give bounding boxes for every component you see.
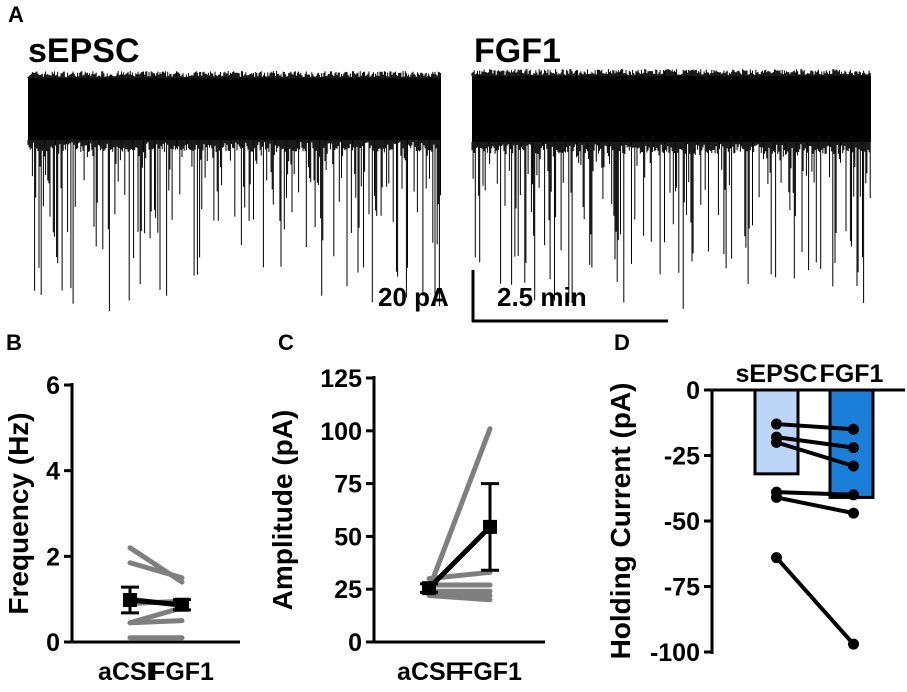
scale-bar-current-label: 20 pA	[378, 282, 449, 312]
panel-label-a: A	[8, 2, 24, 27]
fgf1-trace	[471, 69, 871, 309]
trace-events	[471, 142, 871, 309]
trace-noise-band	[28, 78, 441, 140]
paired-point	[848, 423, 859, 435]
individual-line	[127, 560, 185, 581]
paired-point	[771, 418, 782, 430]
y-tick-label: -25	[664, 443, 700, 471]
x-tick-label-fgf1: FGF1	[150, 658, 214, 686]
y-tick-label: 0	[46, 629, 60, 657]
y-tick-label: 25	[334, 576, 362, 604]
paired-line	[776, 422, 854, 432]
category-label-fgf1: FGF1	[820, 360, 884, 388]
x-tick-label-fgf1: FGF1	[458, 658, 522, 686]
paired-line	[776, 435, 854, 450]
panel-label-d: D	[614, 330, 630, 355]
x-tick-label-acsf: aCSF	[397, 658, 461, 686]
y-tick-label: 75	[334, 471, 362, 499]
y-tick-label: 50	[334, 523, 362, 551]
y-tick-label: 2	[46, 543, 60, 571]
y-tick-label: 100	[320, 418, 362, 446]
trace-events	[27, 140, 441, 312]
paired-point	[848, 489, 859, 501]
trace-noise-top	[471, 69, 871, 76]
trace-noise-band	[472, 76, 871, 142]
y-tick-label: 125	[320, 365, 362, 393]
scale-bar: 20 pA 2.5 min	[378, 270, 668, 323]
individual-line	[426, 593, 493, 603]
panel-label-c: C	[278, 330, 294, 355]
paired-point	[848, 507, 859, 519]
trace-noise-top	[27, 71, 441, 78]
paired-line	[776, 495, 854, 516]
x-tick-label-acsf: aCSF	[98, 658, 162, 686]
panel-a: A sEPSC FGF1 20 pA 2.5 min	[8, 2, 871, 323]
individual-line	[426, 426, 493, 592]
panel-label-b: B	[6, 330, 22, 355]
trace-title-sepsc: sEPSC	[28, 32, 140, 70]
mean-marker	[483, 519, 497, 534]
individual-line	[127, 618, 185, 626]
paired-line	[775, 440, 855, 468]
y-tick-label: 6	[46, 372, 60, 400]
mean-marker	[422, 581, 436, 596]
paired-point	[848, 460, 859, 472]
mean-line	[427, 525, 492, 590]
y-tick-label: -50	[664, 508, 700, 536]
sepsc-trace	[27, 71, 441, 312]
paired-point	[771, 552, 782, 564]
y-axis-label: Amplitude (pA)	[267, 410, 298, 611]
trace-title-fgf1: FGF1	[474, 32, 561, 70]
category-label-sepsc: sEPSC	[736, 360, 818, 388]
y-axis-label: Holding Current (pA)	[605, 383, 636, 660]
paired-line	[775, 556, 855, 646]
y-tick-label: -100	[650, 639, 700, 667]
paired-point	[848, 638, 859, 650]
paired-line	[776, 490, 854, 497]
panel-d-holding-current: D Holding Current (pA) 0 -25 -50 -75 -100 sEPSC…	[605, 330, 905, 667]
y-tick-label: 0	[348, 629, 362, 657]
y-tick-label: -75	[664, 574, 700, 602]
paired-point	[771, 491, 782, 503]
mean-marker	[123, 593, 137, 608]
y-axis-label: Frequency (Hz)	[3, 412, 34, 614]
y-tick-label: 4	[46, 458, 60, 486]
paired-point	[771, 436, 782, 448]
mean-line	[129, 597, 183, 608]
y-tick-label: 0	[686, 377, 700, 405]
scale-bar-time-label: 2.5 min	[497, 282, 587, 312]
mean-marker	[175, 597, 189, 612]
paired-point	[848, 442, 859, 454]
